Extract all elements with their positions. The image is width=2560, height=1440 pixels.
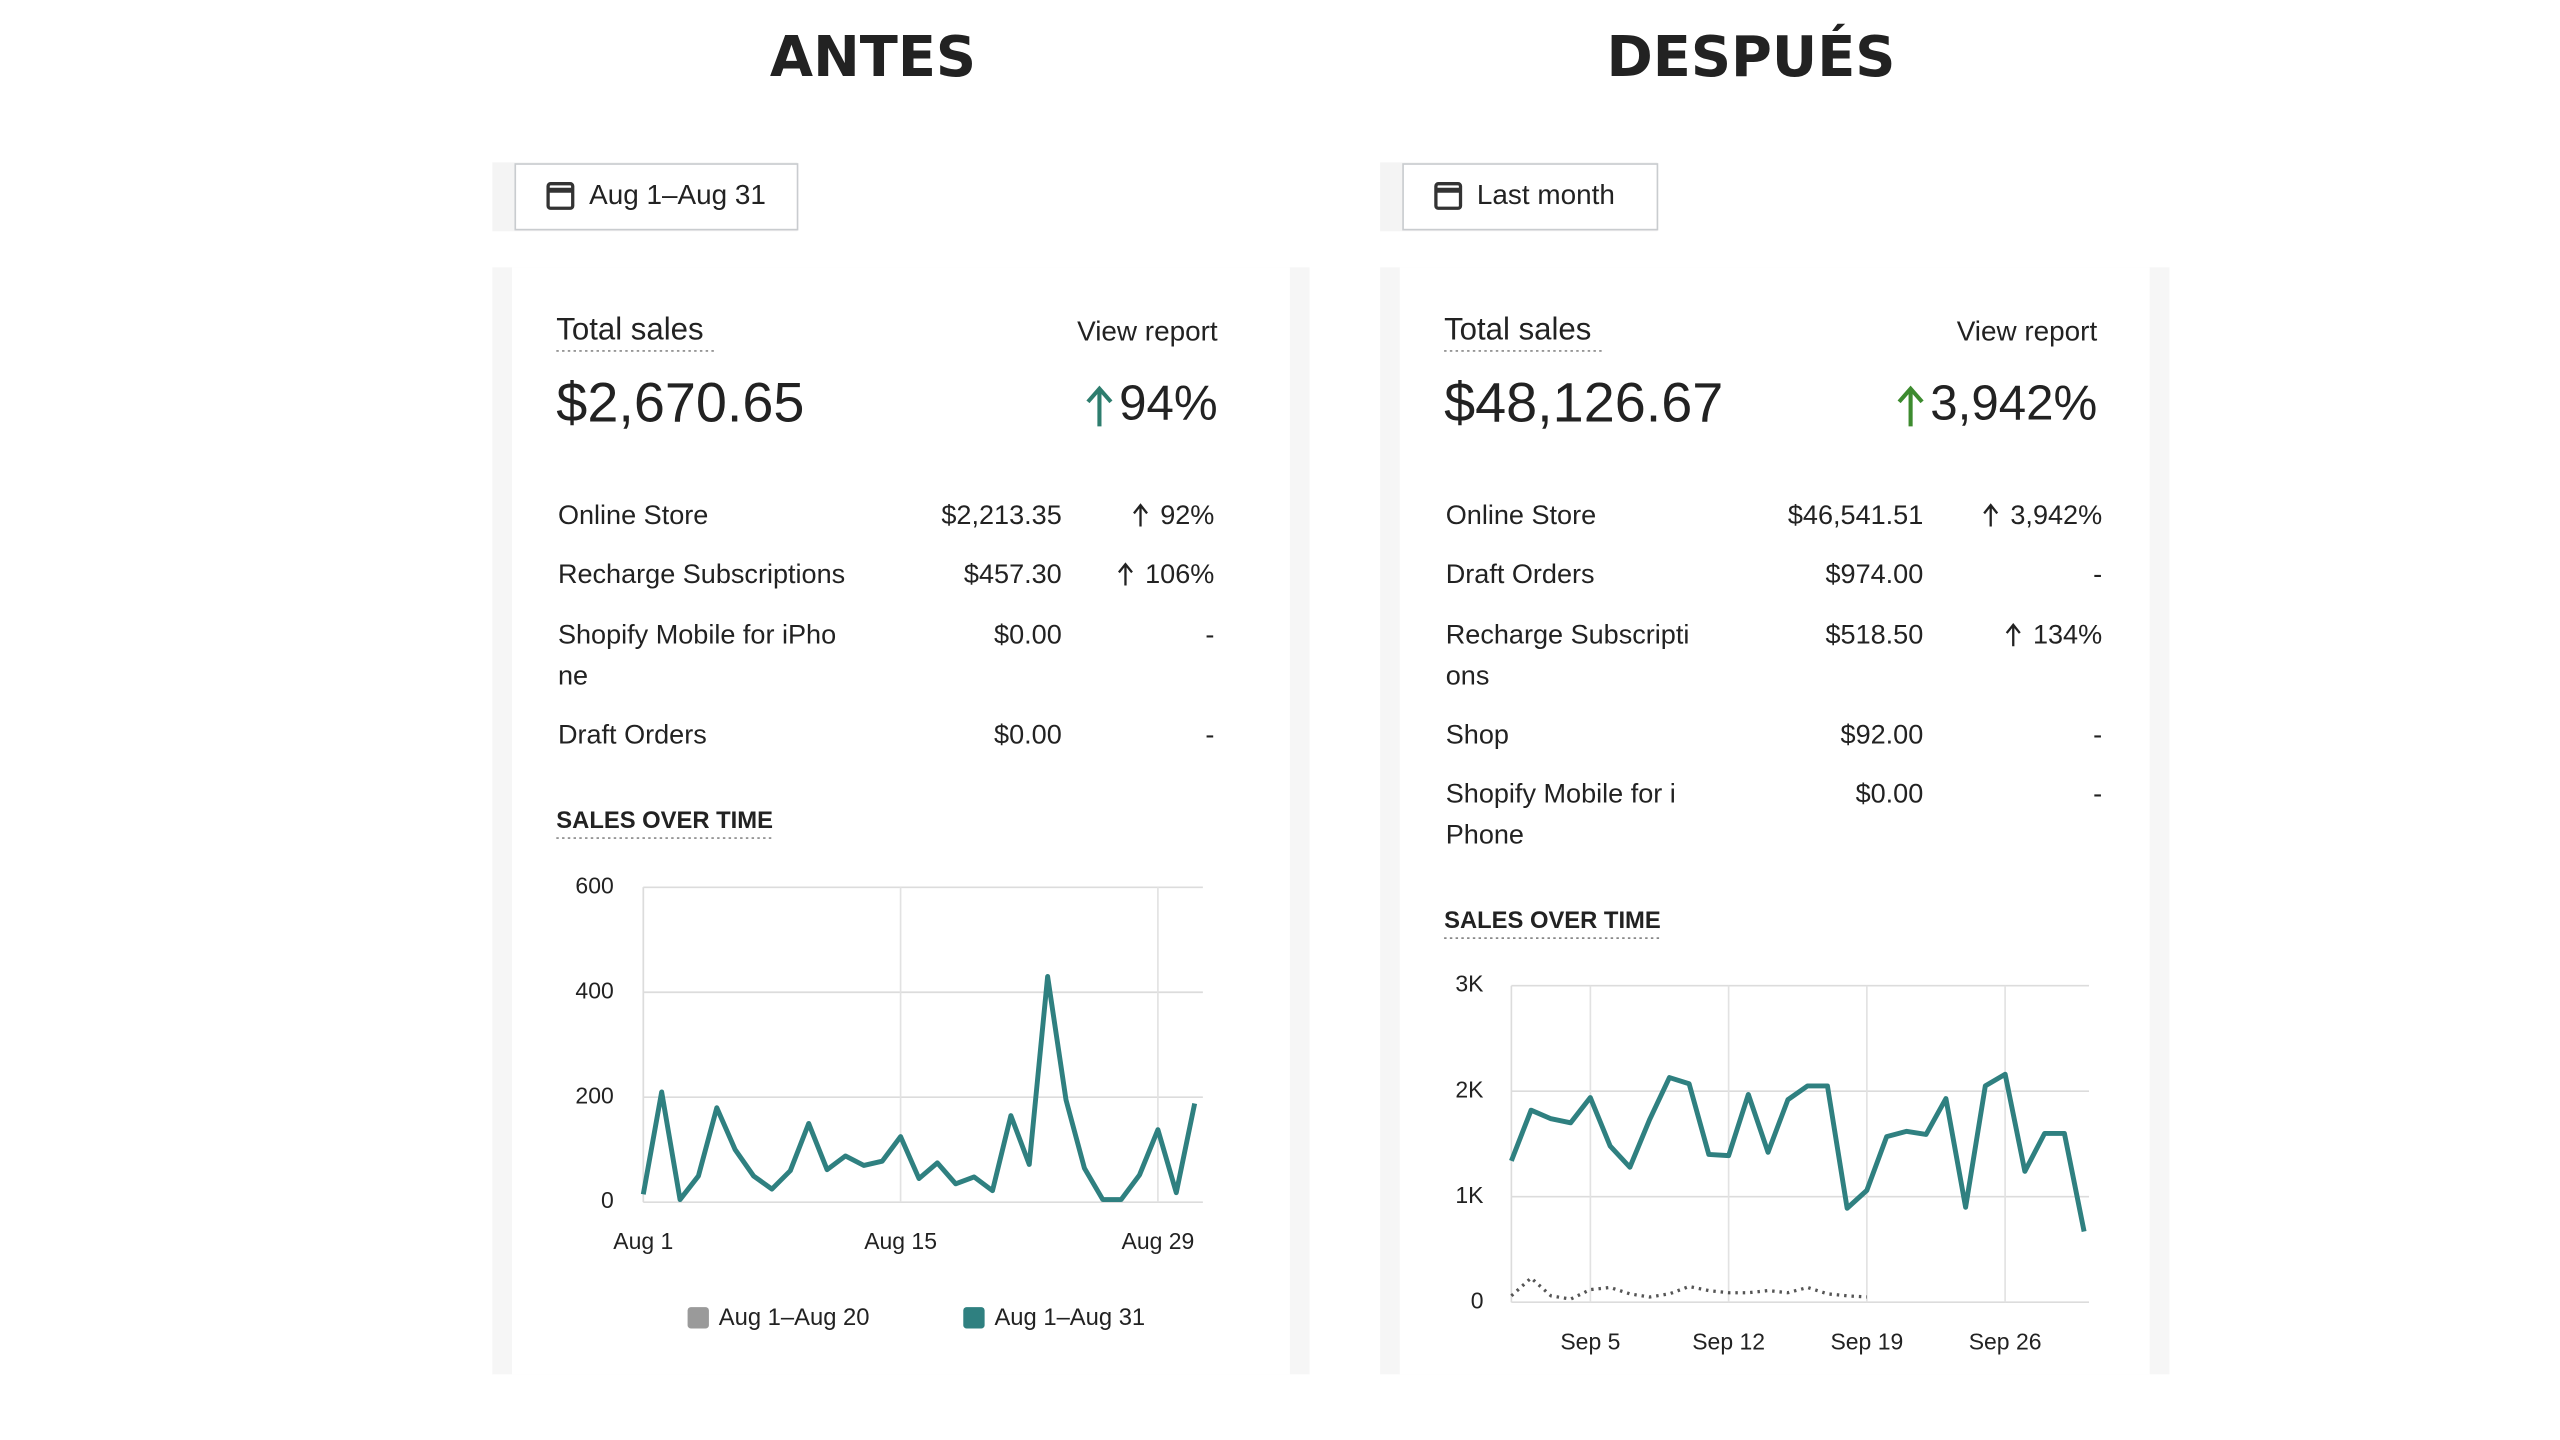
x-tick-label: Sep 12 bbox=[1692, 1328, 1765, 1354]
date-button[interactable] bbox=[1402, 163, 1659, 231]
row-value: $0.00 bbox=[994, 720, 1062, 750]
row-name: Online Store bbox=[558, 500, 708, 530]
heading: ANTES bbox=[770, 25, 976, 90]
chart-title: SALES OVER TIME bbox=[1444, 907, 1661, 934]
row-name: Phone bbox=[1446, 820, 1524, 850]
date-button[interactable] bbox=[514, 163, 799, 231]
row-name: Recharge Subscriptions bbox=[558, 559, 845, 589]
view-report-link[interactable]: View report bbox=[1957, 315, 2098, 346]
legend-swatch bbox=[963, 1307, 985, 1329]
row-change: 106% bbox=[1145, 559, 1214, 589]
sales-line bbox=[640, 974, 1198, 1203]
row-name: Shopify Mobile for iPho bbox=[558, 620, 836, 650]
calendar-icon bbox=[546, 182, 575, 210]
up-arrow bbox=[1983, 503, 1999, 527]
row-change: - bbox=[1205, 620, 1214, 650]
up-arrow bbox=[1897, 385, 1924, 427]
row-name: Online Store bbox=[1446, 500, 1596, 530]
row-change: - bbox=[1205, 720, 1214, 750]
legend-label: Aug 1–Aug 31 bbox=[994, 1304, 1145, 1331]
x-tick-label: Sep 19 bbox=[1830, 1328, 1903, 1354]
x-tick-label: Sep 26 bbox=[1969, 1328, 2042, 1354]
row-name: Shop bbox=[1446, 720, 1509, 750]
row-value: $0.00 bbox=[994, 620, 1062, 650]
row-value: $457.30 bbox=[964, 559, 1062, 589]
card-title: Total sales bbox=[1444, 312, 1591, 347]
card-title: Total sales bbox=[556, 312, 703, 347]
row-value: $2,213.35 bbox=[941, 500, 1061, 530]
total-change: 3,942% bbox=[1930, 376, 2097, 431]
y-tick-label: 0 bbox=[601, 1187, 614, 1213]
row-name: Shopify Mobile for i bbox=[1446, 779, 1676, 809]
row-change: - bbox=[2093, 559, 2102, 589]
row-name: Draft Orders bbox=[558, 720, 707, 750]
up-arrow bbox=[1133, 503, 1148, 527]
heading: DESPUÉS bbox=[1606, 24, 1895, 90]
y-tick-label: 600 bbox=[575, 872, 613, 898]
up-arrow bbox=[1086, 385, 1113, 427]
up-arrow bbox=[2005, 623, 2021, 647]
total-change: 94% bbox=[1119, 376, 1218, 431]
row-name: ne bbox=[558, 661, 588, 691]
row-change: 92% bbox=[1160, 500, 1214, 530]
row-value: $46,541.51 bbox=[1788, 500, 1923, 530]
total-sales: $48,126.67 bbox=[1444, 371, 1723, 433]
row-name: Draft Orders bbox=[1446, 559, 1595, 589]
total-sales: $2,670.65 bbox=[556, 371, 804, 433]
sales-line bbox=[1509, 1071, 2087, 1233]
up-arrow bbox=[1117, 562, 1133, 586]
row-change: - bbox=[2093, 779, 2102, 809]
date-range: Aug 1–Aug 31 bbox=[589, 179, 766, 210]
row-name: Recharge Subscripti bbox=[1446, 620, 1690, 650]
row-value: $0.00 bbox=[1856, 779, 1924, 809]
y-tick-label: 200 bbox=[575, 1082, 613, 1108]
x-tick-label: Sep 5 bbox=[1560, 1328, 1620, 1354]
y-tick-label: 400 bbox=[575, 977, 613, 1003]
legend-swatch bbox=[687, 1307, 709, 1329]
y-tick-label: 0 bbox=[1471, 1287, 1484, 1313]
calendar-icon bbox=[1434, 182, 1463, 210]
x-tick-label: Aug 15 bbox=[864, 1228, 937, 1254]
row-value: $92.00 bbox=[1841, 720, 1924, 750]
legend-label: Aug 1–Aug 20 bbox=[719, 1304, 870, 1331]
card bbox=[1399, 267, 2150, 1375]
y-tick-label: 3K bbox=[1455, 971, 1484, 997]
row-value: $518.50 bbox=[1825, 620, 1923, 650]
row-change: 3,942% bbox=[2010, 500, 2102, 530]
y-tick-label: 2K bbox=[1455, 1076, 1484, 1102]
row-change: 134% bbox=[2033, 620, 2102, 650]
row-value: $974.00 bbox=[1825, 559, 1923, 589]
chart-title: SALES OVER TIME bbox=[556, 807, 773, 834]
date-range: Last month bbox=[1477, 179, 1615, 210]
row-name: ons bbox=[1446, 661, 1490, 691]
x-tick-label: Aug 29 bbox=[1122, 1228, 1195, 1254]
row-change: - bbox=[2093, 720, 2102, 750]
view-report-link[interactable]: View report bbox=[1077, 315, 1218, 346]
y-tick-label: 1K bbox=[1455, 1182, 1484, 1208]
x-tick-label: Aug 1 bbox=[613, 1228, 673, 1254]
